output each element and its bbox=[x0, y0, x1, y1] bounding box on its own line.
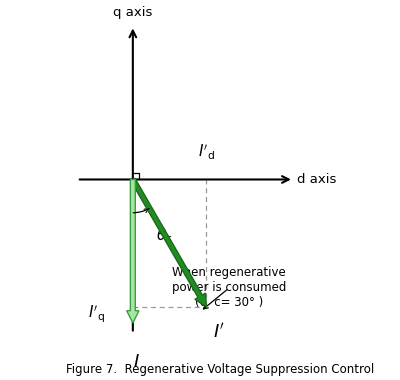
Text: d axis: d axis bbox=[297, 173, 337, 186]
Text: q axis: q axis bbox=[113, 6, 152, 19]
Text: $\mathbf{\mathit{I'}}$: $\mathbf{\mathit{I'}}$ bbox=[213, 323, 225, 342]
Text: $\theta_{\rm c}$: $\theta_{\rm c}$ bbox=[156, 226, 172, 245]
Text: $\mathbf{\mathit{I}}$: $\mathbf{\mathit{I}}$ bbox=[133, 353, 140, 371]
Text: $\mathit{I'_{\rm d}}$: $\mathit{I'_{\rm d}}$ bbox=[198, 142, 215, 162]
Text: Figure 7.  Regenerative Voltage Suppression Control: Figure 7. Regenerative Voltage Suppressi… bbox=[66, 363, 374, 376]
Text: $\mathit{I'_{\rm q}}$: $\mathit{I'_{\rm q}}$ bbox=[88, 304, 105, 325]
Polygon shape bbox=[131, 178, 206, 307]
Text: When regenerative
power is consumed
(θ  c= 30° ): When regenerative power is consumed (θ c… bbox=[172, 266, 286, 309]
Polygon shape bbox=[127, 179, 139, 323]
